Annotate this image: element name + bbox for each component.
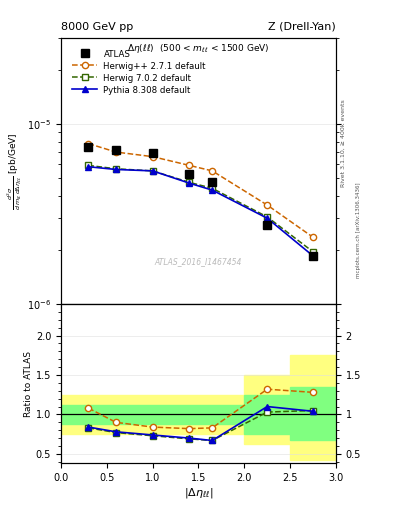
Line: ATLAS: ATLAS xyxy=(84,143,317,260)
Text: Rivet 3.1.10, ≥ 400k events: Rivet 3.1.10, ≥ 400k events xyxy=(341,99,346,187)
Bar xyxy=(61,405,244,424)
Line: Herwig 7.0.2 default: Herwig 7.0.2 default xyxy=(85,162,316,255)
Herwig++ 2.7.1 default xyxy=(114,149,118,155)
Pythia 8.308 default xyxy=(311,253,316,259)
Herwig 7.0.2 default xyxy=(311,249,316,255)
Y-axis label: Ratio to ATLAS: Ratio to ATLAS xyxy=(24,351,33,417)
Pythia 8.308 default xyxy=(86,164,91,170)
Herwig++ 2.7.1 default xyxy=(150,154,155,160)
Pythia 8.308 default xyxy=(150,168,155,174)
Herwig++ 2.7.1 default xyxy=(187,162,192,168)
Bar xyxy=(244,375,290,444)
Legend: ATLAS, Herwig++ 2.7.1 default, Herwig 7.0.2 default, Pythia 8.308 default: ATLAS, Herwig++ 2.7.1 default, Herwig 7.… xyxy=(71,48,208,96)
Herwig++ 2.7.1 default xyxy=(311,234,316,240)
Herwig 7.0.2 default xyxy=(114,166,118,172)
Pythia 8.308 default xyxy=(187,180,192,186)
ATLAS xyxy=(86,143,91,150)
Bar xyxy=(244,395,290,434)
ATLAS xyxy=(187,170,192,177)
Text: ATLAS_2016_I1467454: ATLAS_2016_I1467454 xyxy=(155,257,242,266)
Text: $\Delta\eta(\ell\ell)$  (500 < $m_{\ell\ell}$ < 1500 GeV): $\Delta\eta(\ell\ell)$ (500 < $m_{\ell\e… xyxy=(127,42,270,55)
Y-axis label: $\frac{d^2\sigma}{d\,m_{\ell\ell}\,d\Delta\eta_{\ell\ell}}$ [pb/GeV]: $\frac{d^2\sigma}{d\,m_{\ell\ell}\,d\Del… xyxy=(6,133,24,210)
ATLAS xyxy=(114,147,118,153)
Pythia 8.308 default xyxy=(265,215,270,221)
Bar xyxy=(290,355,341,460)
ATLAS xyxy=(210,179,215,185)
Bar xyxy=(290,387,341,440)
Pythia 8.308 default xyxy=(210,187,215,193)
Line: Herwig++ 2.7.1 default: Herwig++ 2.7.1 default xyxy=(85,140,316,241)
Herwig 7.0.2 default xyxy=(187,179,192,185)
ATLAS xyxy=(150,150,155,156)
Herwig 7.0.2 default xyxy=(265,214,270,220)
Herwig 7.0.2 default xyxy=(150,168,155,174)
Herwig 7.0.2 default xyxy=(86,162,91,168)
Herwig++ 2.7.1 default xyxy=(265,202,270,208)
Text: Z (Drell-Yan): Z (Drell-Yan) xyxy=(268,22,336,32)
Line: Pythia 8.308 default: Pythia 8.308 default xyxy=(85,164,316,259)
X-axis label: $|\Delta\eta_{\ell\ell}|$: $|\Delta\eta_{\ell\ell}|$ xyxy=(184,486,213,500)
Herwig++ 2.7.1 default xyxy=(86,140,91,146)
ATLAS xyxy=(265,222,270,228)
Text: mcplots.cern.ch [arXiv:1306.3436]: mcplots.cern.ch [arXiv:1306.3436] xyxy=(356,183,361,278)
Herwig++ 2.7.1 default xyxy=(210,168,215,174)
Text: 8000 GeV pp: 8000 GeV pp xyxy=(61,22,133,32)
Pythia 8.308 default xyxy=(114,166,118,173)
ATLAS xyxy=(311,253,316,259)
Herwig 7.0.2 default xyxy=(210,185,215,191)
Bar xyxy=(61,395,244,434)
